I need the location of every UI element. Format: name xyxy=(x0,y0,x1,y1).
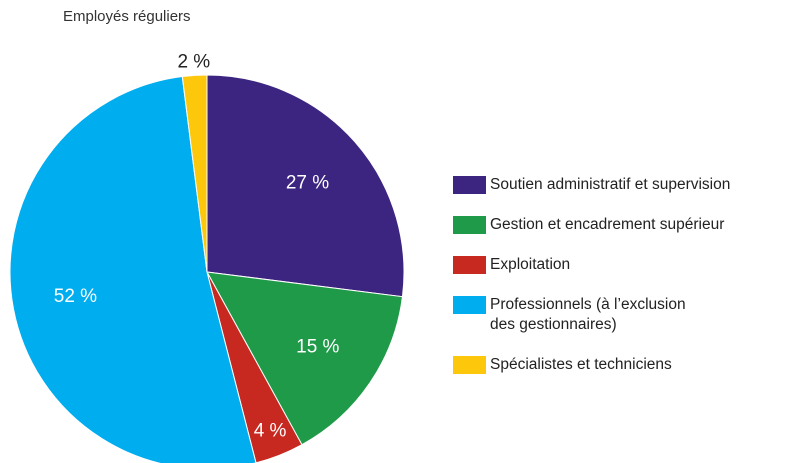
legend-item: Exploitation xyxy=(453,256,730,275)
legend-label: Spécialistes et techniciens xyxy=(490,356,672,373)
legend-label: Gestion et encadrement supérieur xyxy=(490,216,725,233)
data-label: 15 % xyxy=(296,336,339,357)
pie-slice xyxy=(206,271,404,446)
legend-item: Soutien administratif et supervision xyxy=(453,176,730,195)
data-label: 52 % xyxy=(54,286,97,307)
legend-label: Professionnels (à l’exclusion des gestio… xyxy=(490,296,686,333)
legend-swatch xyxy=(453,216,486,234)
legend-item: Professionnels (à l’exclusion des gestio… xyxy=(453,296,730,335)
pie-slice xyxy=(181,74,208,273)
legend-label: Exploitation xyxy=(490,256,571,273)
legend-swatch xyxy=(453,176,486,194)
data-label: 2 % xyxy=(177,51,210,72)
chart-title: Employés réguliers xyxy=(63,8,191,25)
legend-swatch xyxy=(453,256,486,274)
pie-slice xyxy=(206,74,405,298)
data-label: 4 % xyxy=(254,420,287,441)
legend-swatch xyxy=(453,356,486,374)
legend-swatch xyxy=(453,296,486,314)
legend-label: Soutien administratif et supervision xyxy=(490,176,731,193)
legend-item: Gestion et encadrement supérieur xyxy=(453,216,730,235)
legend: Soutien administratif et supervision Gest… xyxy=(453,176,730,396)
legend-item: Spécialistes et techniciens xyxy=(453,356,730,375)
data-label: 27 % xyxy=(286,172,329,193)
